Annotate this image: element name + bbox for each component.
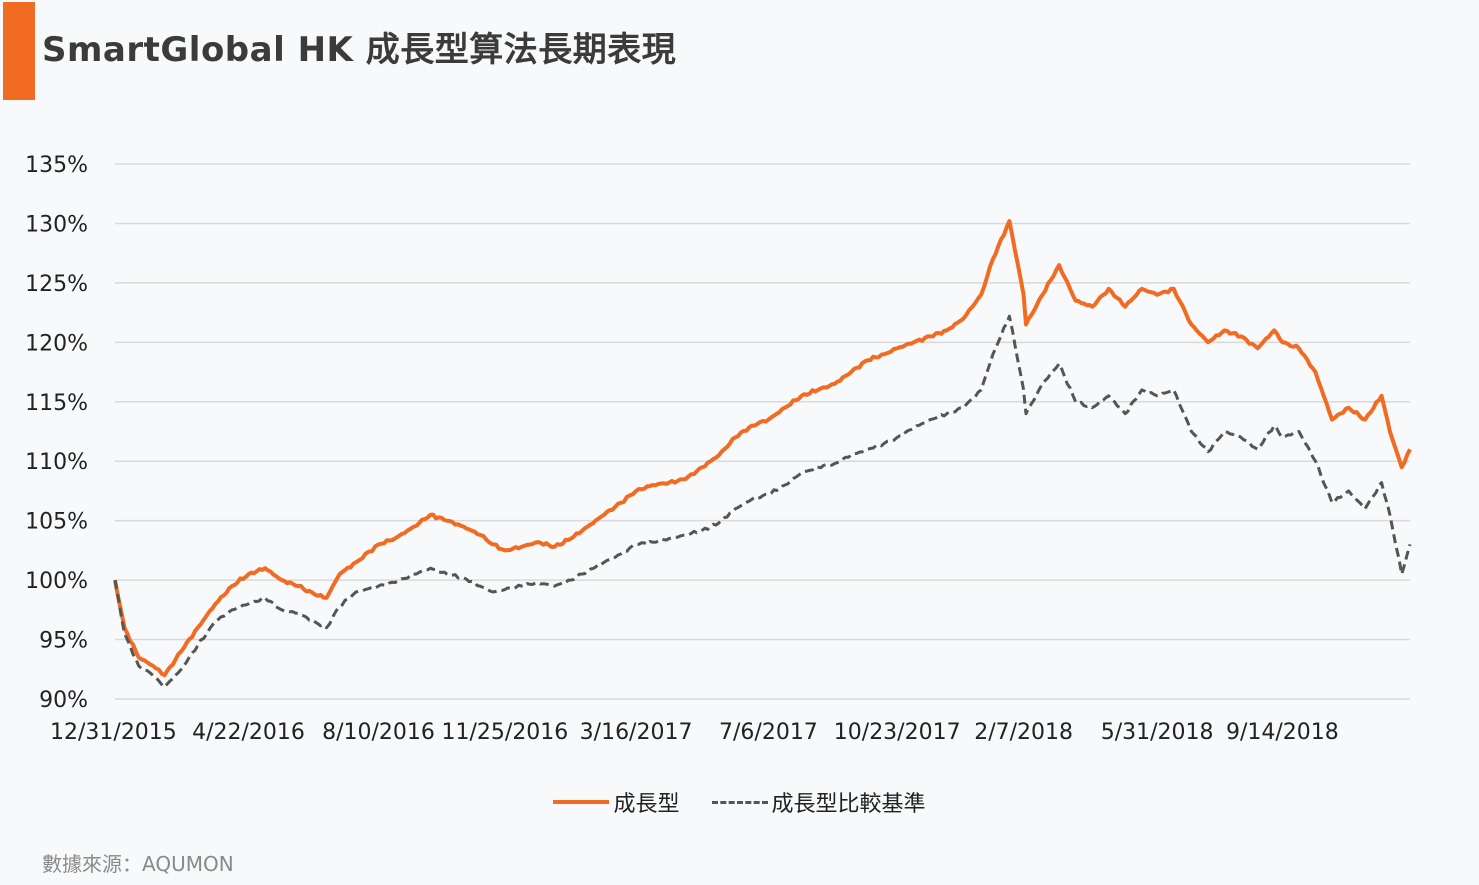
x-tick-label: 11/25/2016 [442, 720, 569, 745]
y-tick-label: 125% [25, 272, 88, 297]
x-tick-label: 4/22/2016 [192, 720, 305, 745]
y-tick-label: 90% [39, 688, 88, 713]
y-axis-ticks: 90% 95% 100% 105% 110% 115% 120% 125% 130% 135% [25, 153, 88, 713]
x-tick-label: 10/23/2017 [834, 720, 961, 745]
x-tick-label: 7/6/2017 [719, 720, 818, 745]
y-tick-label: 135% [25, 153, 88, 178]
series-lines [113, 219, 1412, 689]
y-tick-label: 105% [25, 510, 88, 535]
y-tick-label: 130% [25, 212, 88, 237]
y-tick-label: 110% [25, 450, 88, 475]
x-tick-label: 5/31/2018 [1101, 720, 1214, 745]
x-tick-label: 2/7/2018 [974, 720, 1073, 745]
legend-item-growth: 成長型 [553, 786, 680, 818]
legend-swatch-benchmark [711, 800, 768, 804]
y-tick-label: 120% [25, 331, 88, 356]
x-axis-ticks: 12/31/2015 4/22/2016 8/10/2016 11/25/2016 3/… [50, 720, 1339, 745]
legend-item-benchmark: 成長型比較基準 [711, 786, 926, 818]
legend-swatch-growth [553, 800, 610, 804]
data-source-note: 數據來源：AQUMON [42, 852, 234, 876]
series-line-benchmark [113, 314, 1412, 689]
series-line-growth [113, 219, 1412, 678]
y-tick-label: 95% [39, 629, 88, 654]
legend-label-benchmark: 成長型比較基準 [771, 792, 926, 817]
chart-title: SmartGlobal HK 成長型算法長期表現 [42, 30, 677, 70]
x-tick-label: 12/31/2015 [50, 720, 177, 745]
y-tick-label: 100% [25, 569, 88, 594]
x-tick-label: 8/10/2016 [322, 720, 435, 745]
gridlines [115, 163, 1410, 700]
x-tick-label: 3/16/2017 [580, 720, 693, 745]
x-tick-label: 9/14/2018 [1226, 720, 1339, 745]
legend-label-growth: 成長型 [613, 792, 680, 817]
y-tick-label: 115% [25, 391, 88, 416]
legend: 成長型 成長型比較基準 [0, 786, 1479, 818]
title-accent-bar [3, 2, 35, 100]
